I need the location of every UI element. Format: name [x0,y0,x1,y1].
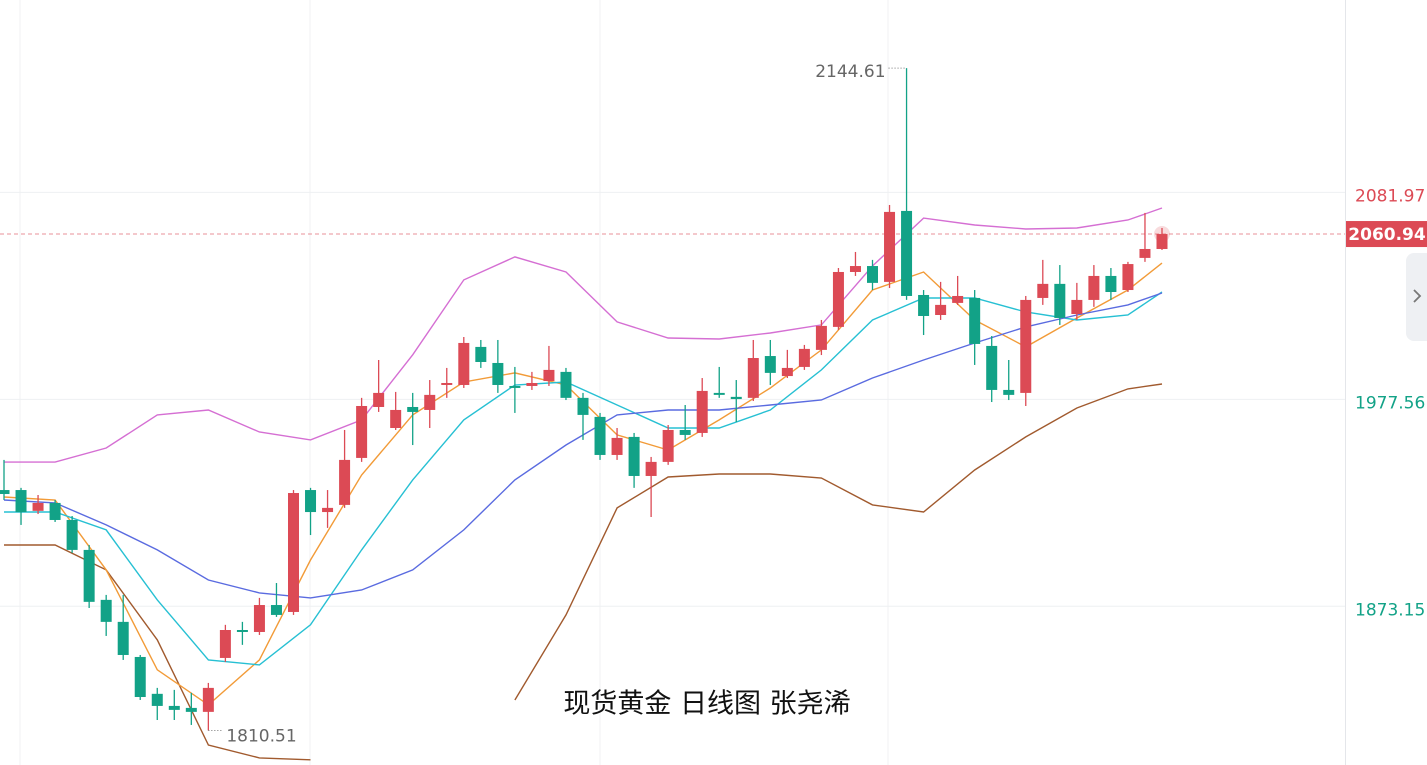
candle-body [100,599,112,622]
candle-body [713,392,725,395]
candle-body [32,502,44,511]
side-tab-bg[interactable] [1406,253,1427,341]
indicator-line [4,383,1163,761]
candle-body [83,549,95,602]
candle-body [832,271,844,327]
candle-body [901,210,913,296]
y-tick-label: 1977.56 [1355,393,1425,413]
candle-body [577,397,589,415]
last-price-label: 2060.94 [1348,225,1426,245]
candle-body [253,605,265,632]
side-tab-icon[interactable] [1413,289,1422,303]
candle-body [918,294,930,316]
candle-body [492,362,504,385]
candle-body [288,493,299,612]
candle-body [969,297,981,344]
candle-body [373,392,385,407]
last-price-box [1346,221,1427,248]
candle-body [407,406,419,412]
candle-body [781,367,793,377]
candle-body [730,396,742,400]
candle-body [202,687,214,712]
candle-body [151,693,163,706]
candle-body [1139,248,1151,258]
candle-body [322,507,334,513]
candle-body [628,436,640,476]
candle-body [305,490,317,513]
candle-body [1054,283,1066,318]
candle-body [952,295,964,303]
candle-body [117,621,129,655]
line-layer [3,207,1163,761]
candle-body [168,705,180,710]
low-annotation: 1810.51 [226,726,296,746]
label-layer: 1873.151977.562081.972186.372060.942144.… [208,62,1427,746]
candle-body [236,630,248,632]
candle-body [0,490,10,495]
candle-body [679,429,691,435]
candle-body [1071,299,1083,315]
candle-body [526,382,538,386]
candle-body [1156,234,1168,249]
candle-body [15,490,27,513]
candle-body [696,390,708,433]
candle-body [747,358,759,398]
grid-layer [0,191,1345,607]
candle-body [458,342,470,385]
candle-body [645,461,657,476]
candle-body [611,437,623,455]
candle-body [884,211,896,282]
candle-body [1122,264,1134,291]
candle-body [543,369,555,382]
candle-body [49,502,61,520]
candle-layer [0,68,1168,731]
candle-body [798,348,810,367]
candle-body [66,519,78,550]
side-tab[interactable] [1406,253,1427,341]
candle-body [1020,299,1032,393]
chart-title: 现货黄金 日线图 张尧浠 [563,689,850,720]
y-tick-label: 1873.15 [1355,600,1425,620]
candle-body [594,416,606,455]
indicator-line [4,291,1163,666]
candle-body [1037,283,1049,298]
candle-body [270,605,282,615]
indicator-line [3,262,1163,706]
indicator-line [3,292,1163,599]
candle-body [185,707,197,712]
candle-body [764,356,776,373]
candle-body [219,630,231,658]
high-annotation: 2144.61 [815,62,885,82]
y-tick-label: 2081.97 [1355,186,1425,206]
candle-body [986,345,998,390]
candle-body [1105,275,1117,293]
candle-body [1003,389,1015,395]
candle-body [849,266,861,272]
candle-body [356,405,368,458]
candle-body [867,266,878,283]
indicator-line [4,207,1163,463]
candle-body [424,394,436,410]
candle-body [475,346,487,362]
last-price-pulse [1154,226,1170,243]
candle-body [662,429,674,462]
candle-body [134,656,146,698]
time-grid [19,0,889,765]
candle-body [441,382,453,385]
candle-body [339,459,351,505]
candle-body [560,371,572,398]
candle-body [1088,275,1100,300]
candle-body [935,304,947,315]
candle-body [390,409,402,428]
candle-body [815,325,827,350]
candle-body [509,385,521,388]
